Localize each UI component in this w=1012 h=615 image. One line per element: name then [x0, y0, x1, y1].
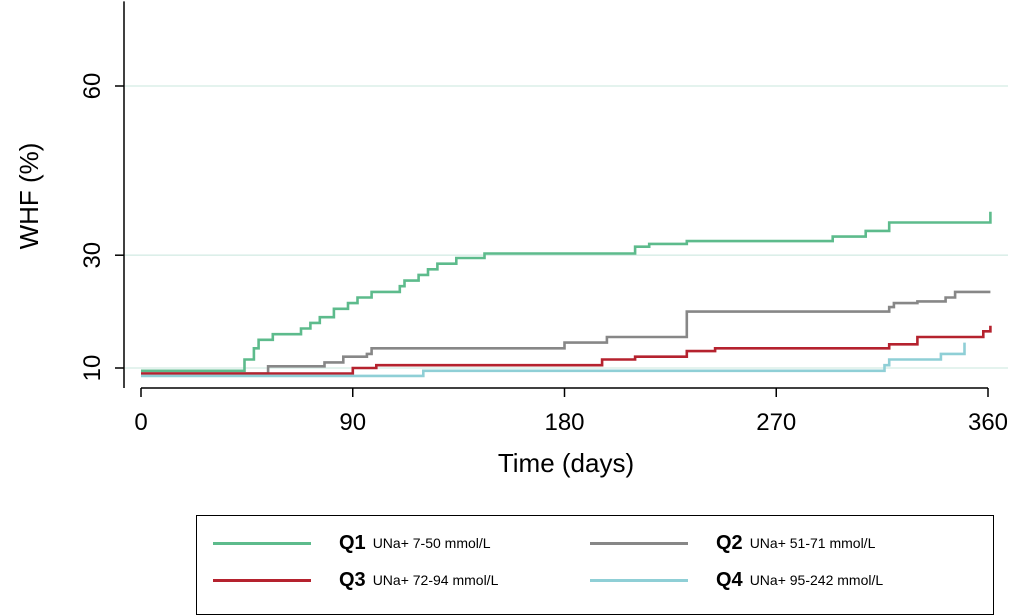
x-tick-label: 180: [544, 409, 584, 436]
legend: Q1 UNa+ 7-50 mmol/L Q2 UNa+ 51-71 mmol/L…: [196, 515, 994, 615]
x-axis-label: Time (days): [498, 448, 634, 478]
series-line-q2: [141, 290, 991, 375]
y-tick-label: 10: [79, 355, 106, 382]
grid-lines: [125, 85, 1008, 369]
legend-key-q1: Q1: [339, 531, 366, 554]
legend-item-q1: Q1 UNa+ 7-50 mmol/L: [213, 530, 491, 556]
legend-desc-q4: UNa+ 95-242 mmol/L: [749, 572, 884, 588]
y-tick-label: 30: [79, 242, 106, 269]
legend-desc-q2: UNa+ 51-71 mmol/L: [749, 535, 876, 551]
legend-swatch-q4: [590, 578, 688, 582]
legend-desc-q1: UNa+ 7-50 mmol/L: [372, 535, 491, 551]
x-tick-label: 90: [339, 409, 366, 436]
series-layer: [141, 211, 992, 378]
axes: 0 90 180 270 360 10 30 60: [79, 1, 1008, 436]
legend-desc-q3: UNa+ 72-94 mmol/L: [372, 572, 499, 588]
y-tick-label: 60: [79, 73, 106, 100]
series-line-q4: [141, 342, 966, 378]
series-line-q1: [141, 211, 992, 373]
kaplan-meier-chart: 0 90 180 270 360 10 30 60 Time (days) WHF (%): [14, 1, 1008, 478]
series-line-q3: [141, 325, 992, 375]
legend-key-q4: Q4: [716, 568, 743, 591]
x-tick-label: 360: [968, 409, 1008, 436]
legend-item-q4: Q4 UNa+ 95-242 mmol/L: [590, 567, 883, 593]
x-tick-label: 270: [756, 409, 796, 436]
legend-item-q3: Q3 UNa+ 72-94 mmol/L: [213, 567, 498, 593]
legend-swatch-q2: [590, 541, 688, 545]
legend-swatch-q3: [213, 578, 311, 582]
legend-key-q3: Q3: [339, 568, 366, 591]
legend-key-q2: Q2: [716, 531, 743, 554]
y-axis-label: WHF (%): [14, 143, 44, 250]
legend-item-q2: Q2 UNa+ 51-71 mmol/L: [590, 530, 875, 556]
legend-swatch-q1: [213, 541, 311, 545]
x-tick-label: 0: [134, 409, 147, 436]
